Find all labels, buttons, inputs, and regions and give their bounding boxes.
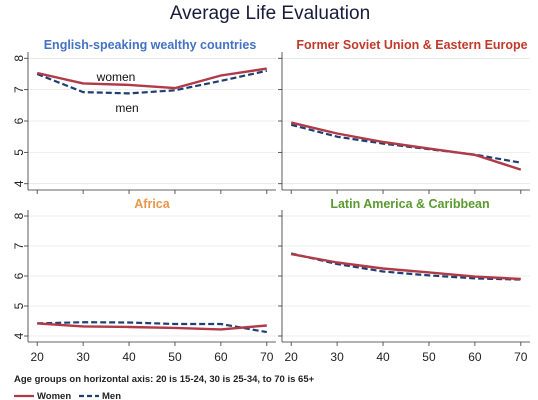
panel-4: Latin America & Caribbean 20 30 40 50 60 70 bbox=[278, 197, 530, 364]
legend: Women Men bbox=[14, 391, 121, 400]
series-women-line bbox=[36, 67, 267, 90]
series-women-line bbox=[37, 322, 267, 331]
x-tick-label: 20 bbox=[285, 350, 299, 364]
x-tick-label: 30 bbox=[330, 350, 344, 364]
x-tick-label: 30 bbox=[76, 350, 90, 364]
x-tick-label: 40 bbox=[122, 350, 136, 364]
panel-2: Former Soviet Union & Eastern Europe bbox=[278, 38, 530, 194]
legend-men-label: Men bbox=[102, 391, 121, 400]
annotation-men: men bbox=[115, 101, 138, 115]
x-tick-label: 70 bbox=[260, 350, 274, 364]
x-tick-label: 40 bbox=[376, 350, 390, 364]
series-men-line bbox=[37, 321, 267, 334]
x-tick-label: 50 bbox=[422, 350, 436, 364]
series-men-line bbox=[290, 252, 521, 281]
y-tick-label: 5 bbox=[12, 149, 26, 156]
legend-women-label: Women bbox=[37, 391, 71, 400]
y-tick-label: 4 bbox=[12, 180, 26, 187]
chart-title: Average Life Evaluation bbox=[170, 3, 370, 24]
y-tick-label: 7 bbox=[12, 86, 26, 93]
series-women-line bbox=[290, 121, 522, 171]
y-tick-label: 5 bbox=[12, 302, 26, 309]
y-tick-label: 8 bbox=[12, 212, 26, 219]
y-tick-label: 4 bbox=[12, 332, 26, 339]
panel-title: English-speaking wealthy countries bbox=[44, 38, 257, 52]
series-women-line bbox=[290, 252, 521, 281]
y-tick-label: 8 bbox=[12, 55, 26, 62]
series-men-line bbox=[36, 69, 268, 95]
panel-grid: English-speaking wealthy countries 4 5 6 7 8 w… bbox=[12, 38, 530, 364]
y-tick-label: 6 bbox=[12, 272, 26, 279]
panel-title: Africa bbox=[134, 197, 170, 211]
y-tick-label: 6 bbox=[12, 117, 26, 124]
x-tick-label: 70 bbox=[514, 350, 528, 364]
x-tick-label: 60 bbox=[214, 350, 228, 364]
panel-title: Latin America & Caribbean bbox=[330, 197, 489, 211]
x-tick-label: 50 bbox=[168, 350, 182, 364]
panel-3: Africa 4 5 6 7 8 20 30 40 50 60 70 bbox=[12, 197, 276, 364]
x-tick-label: 60 bbox=[468, 350, 482, 364]
annotation-women: women bbox=[96, 70, 136, 84]
axis-note: Age groups on horizontal axis: 20 is 15-… bbox=[14, 374, 315, 385]
y-tick-label: 7 bbox=[12, 242, 26, 249]
panel-title: Former Soviet Union & Eastern Europe bbox=[296, 38, 527, 52]
panel-1: English-speaking wealthy countries 4 5 6 7 8 w… bbox=[12, 38, 276, 194]
x-tick-label: 20 bbox=[31, 350, 45, 364]
